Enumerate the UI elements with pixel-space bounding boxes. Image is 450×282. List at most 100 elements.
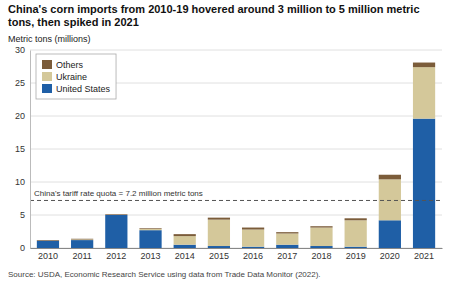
- grid-line: [30, 149, 442, 150]
- y-tick: 20: [15, 111, 30, 121]
- legend-box: [36, 54, 116, 99]
- y-tick: 25: [15, 78, 30, 88]
- y-tick-label: 0: [20, 243, 25, 253]
- y-tick-label: 20: [15, 111, 25, 121]
- y-tick: 10: [15, 177, 30, 187]
- y-tick: 0: [20, 243, 30, 253]
- bar: [379, 175, 401, 180]
- legend-label: Others: [56, 60, 84, 70]
- x-tick: 2017: [277, 248, 297, 261]
- bar: [71, 240, 93, 248]
- grid-line: [30, 116, 442, 117]
- x-tick: 2013: [141, 248, 161, 261]
- bar: [345, 220, 367, 246]
- bar: [379, 179, 401, 220]
- bar: [242, 247, 264, 248]
- x-tick-label: 2017: [277, 251, 297, 261]
- reference-line: [30, 200, 442, 201]
- x-tick-label: 2018: [311, 251, 331, 261]
- legend-swatch: [42, 72, 52, 81]
- bar: [345, 218, 367, 220]
- y-axis: 0 5 10 15 20 25 30: [15, 45, 31, 253]
- x-tick: 2014: [175, 248, 195, 261]
- x-tick: 2019: [346, 248, 366, 261]
- bar: [345, 247, 367, 248]
- bar: [105, 214, 127, 216]
- bar: [37, 240, 59, 242]
- marks: [30, 63, 442, 248]
- x-tick-label: 2010: [38, 251, 58, 261]
- legend-label: Ukraine: [56, 72, 87, 82]
- bar: [139, 229, 161, 230]
- bar: [242, 228, 264, 230]
- x-tick-label: 2016: [243, 251, 263, 261]
- y-axis-label: Metric tons (millions): [8, 34, 91, 44]
- y-tick: 30: [15, 45, 30, 55]
- y-tick-label: 10: [15, 177, 25, 187]
- x-tick: 2011: [72, 248, 91, 261]
- y-tick-label: 25: [15, 78, 25, 88]
- bar: [105, 215, 127, 216]
- bar: [139, 228, 161, 230]
- y-tick-label: 30: [15, 45, 25, 55]
- bar: [242, 230, 264, 247]
- bar: [413, 63, 435, 68]
- y-axis-line: [30, 51, 31, 249]
- x-axis: 2010 2011 2012 2013 2014 2015 2016 2017 2018 2019…: [31, 248, 443, 261]
- x-tick: 2020: [380, 248, 400, 261]
- bar-series: [37, 63, 435, 241]
- x-axis-line: [31, 248, 443, 249]
- bar: [310, 246, 332, 248]
- title: China's corn imports from 2010-19 hovere…: [8, 3, 420, 28]
- bar: [174, 234, 196, 236]
- legend-swatch: [42, 60, 52, 69]
- plot: China's tariff rate quota = 7.2 million …: [15, 45, 443, 261]
- bar: [276, 233, 298, 244]
- bar: [276, 232, 298, 233]
- bar: [276, 245, 298, 248]
- bar: [71, 238, 93, 240]
- bar: [413, 67, 435, 118]
- bar: [139, 230, 161, 248]
- chart: China's corn imports from 2010-19 hovere…: [0, 0, 450, 282]
- x-tick-label: 2011: [72, 251, 91, 261]
- bar: [310, 228, 332, 246]
- annotation: China's tariff rate quota = 7.2 million …: [34, 189, 203, 198]
- grid: [30, 50, 442, 248]
- legend: Others Ukraine United States: [36, 54, 116, 99]
- bar: [174, 236, 196, 245]
- bar: [208, 220, 230, 246]
- x-tick-label: 2012: [106, 251, 126, 261]
- x-tick-label: 2014: [175, 251, 195, 261]
- x-tick: 2015: [209, 248, 229, 261]
- y-tick: 15: [15, 144, 30, 154]
- x-tick-label: 2013: [141, 251, 161, 261]
- bar: [208, 218, 230, 220]
- x-tick: 2010: [38, 248, 58, 261]
- legend-label: United States: [56, 84, 111, 94]
- grid-line: [30, 50, 442, 51]
- x-tick: 2012: [106, 248, 126, 261]
- bar: [37, 241, 59, 248]
- bar-series: [71, 67, 435, 247]
- bar-series: [37, 119, 435, 248]
- bar: [208, 246, 230, 248]
- title-line: tons, then spiked in 2021: [8, 16, 139, 28]
- y-tick-label: 5: [20, 210, 25, 220]
- title-line: China's corn imports from 2010-19 hovere…: [8, 3, 420, 15]
- x-tick-label: 2015: [209, 251, 229, 261]
- x-tick-label: 2020: [380, 251, 400, 261]
- bar: [105, 215, 127, 248]
- source: Source: USDA, Economic Research Service …: [8, 270, 321, 279]
- x-tick-label: 2021: [414, 251, 434, 261]
- bar: [413, 119, 435, 248]
- x-tick: 2016: [243, 248, 263, 261]
- bar: [174, 245, 196, 248]
- bar: [310, 226, 332, 227]
- bar: [37, 240, 59, 241]
- bar: [71, 239, 93, 241]
- x-tick: 2018: [311, 248, 331, 261]
- y-tick: 5: [20, 210, 30, 220]
- y-tick-label: 15: [15, 144, 25, 154]
- x-tick-label: 2019: [346, 251, 366, 261]
